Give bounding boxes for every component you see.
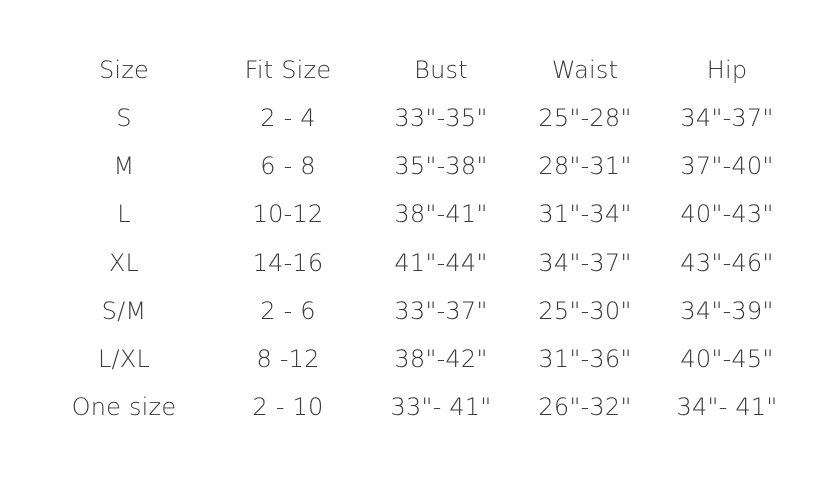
table-cell: 34"-37" [538, 248, 632, 277]
table-row: XL 14-16 41"-44" 34"-37" 43"-46" [0, 243, 828, 283]
table-cell: 14-16 [252, 248, 324, 277]
table-cell: 38"-42" [394, 345, 488, 373]
column-header: Size [98, 56, 150, 84]
table-cell: 25"-28" [538, 104, 632, 132]
table-row: L/XL 8 -12 38"-42" 31"-36" 40"-45" [0, 339, 828, 379]
table-cell: L/XL [97, 345, 151, 373]
table-cell: 40"-45" [680, 345, 774, 373]
column-header: Hip [706, 56, 748, 84]
table-cell: 33"- 41" [390, 393, 492, 422]
table-cell: 34"- 41" [676, 393, 778, 422]
table-cell: One size [71, 393, 177, 422]
table-cell: S/M [101, 296, 147, 325]
table-cell: 2 - 10 [252, 393, 324, 422]
table-cell: 10-12 [252, 200, 324, 229]
table-cell: 35"-38" [394, 152, 488, 181]
column-header: Waist [551, 56, 619, 84]
table-cell: XL [108, 248, 140, 277]
table-cell: 26"-32" [538, 393, 632, 422]
table-cell: L [117, 200, 131, 229]
table-cell: 28"-31" [538, 152, 632, 181]
table-cell: 33"-37" [394, 296, 488, 325]
table-cell: 38"-41" [394, 200, 488, 229]
table-cell: 41"-44" [394, 248, 488, 277]
table-cell: 2 - 6 [260, 296, 316, 325]
table-row: One size 2 - 10 33"- 41" 26"-32" 34"- 41" [0, 387, 828, 427]
table-cell: 2 - 4 [260, 104, 316, 132]
column-header: Fit Size [244, 56, 332, 84]
table-row: L 10-12 38"-41" 31"-34" 40"-43" [0, 194, 828, 234]
table-cell: 37"-40" [680, 152, 774, 181]
table-row: M 6 - 8 35"-38" 28"-31" 37"-40" [0, 146, 828, 186]
header-row: Size Fit Size Bust Waist Hip [0, 50, 828, 90]
table-row: S/M 2 - 6 33"-37" 25"-30" 34"-39" [0, 291, 828, 331]
table-cell: 25"-30" [538, 296, 632, 325]
table-cell: 43"-46" [680, 248, 774, 277]
table-cell: 33"-35" [394, 104, 488, 132]
table-cell: 31"-36" [538, 345, 632, 373]
table-cell: 8 -12 [256, 345, 320, 373]
table-cell: 40"-43" [680, 200, 774, 229]
table-cell: S [116, 104, 132, 132]
column-header: Bust [414, 56, 468, 84]
table-cell: 34"-37" [680, 104, 774, 132]
table-cell: 34"-39" [680, 296, 774, 325]
table-cell: M [113, 152, 135, 181]
table-cell: 31"-34" [538, 200, 632, 229]
table-row: S 2 - 4 33"-35" 25"-28" 34"-37" [0, 98, 828, 138]
table-cell: 6 - 8 [260, 152, 316, 181]
